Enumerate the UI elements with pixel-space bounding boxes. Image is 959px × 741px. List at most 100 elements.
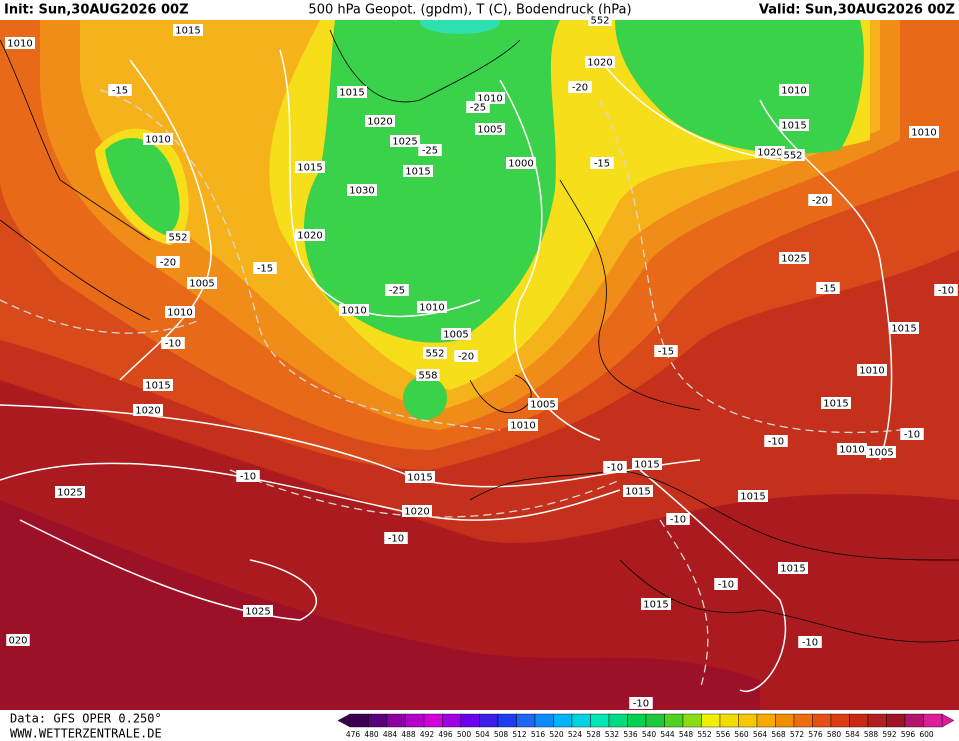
colorbar-tick-label: 560 bbox=[734, 730, 749, 739]
isobar-label-box bbox=[402, 505, 432, 517]
colorbar-swatch bbox=[423, 713, 443, 728]
isobar-label-box bbox=[506, 157, 536, 169]
temperature-label-box bbox=[603, 461, 627, 473]
isobar-label: 020 bbox=[8, 636, 27, 647]
isobar-label-box bbox=[347, 184, 377, 196]
colorbar-swatch bbox=[405, 713, 425, 728]
isobar-label: 1030 bbox=[349, 186, 374, 197]
colorbar-tick-label: 520 bbox=[549, 730, 564, 739]
colorbar-swatch bbox=[775, 713, 795, 728]
colorbar-swatch bbox=[497, 713, 517, 728]
temperature-label: -10 bbox=[388, 534, 404, 545]
data-source: Data: GFS OPER 0.250° bbox=[10, 712, 162, 726]
isobar-label: 1005 bbox=[868, 448, 893, 459]
isobar-label: 1020 bbox=[587, 58, 612, 69]
isobar-label: 1010 bbox=[145, 135, 170, 146]
isobar-label: 552 bbox=[425, 349, 444, 360]
temperature-label-box bbox=[161, 337, 185, 349]
colorbar-tick-label: 512 bbox=[512, 730, 527, 739]
isobar-label: 1015 bbox=[823, 399, 848, 410]
colorbar-swatch bbox=[386, 713, 406, 728]
isobar-label-box bbox=[585, 56, 615, 68]
colorbar-swatch bbox=[867, 713, 887, 728]
colorbar-tick-label: 492 bbox=[420, 730, 435, 739]
isobar-label-box bbox=[821, 397, 851, 409]
colorbar-swatch bbox=[756, 713, 776, 728]
isobar-label: 1015 bbox=[781, 121, 806, 132]
temperature-label-box bbox=[418, 144, 442, 156]
temperature-label-box bbox=[629, 697, 653, 709]
isobar-label-box bbox=[738, 490, 768, 502]
colorbar-swatch bbox=[664, 713, 684, 728]
isobar-label: 1015 bbox=[634, 460, 659, 471]
temperature-label: -20 bbox=[812, 196, 828, 207]
temperature-label-box bbox=[384, 532, 408, 544]
colorbar-swatch bbox=[719, 713, 739, 728]
temperature-label: -10 bbox=[718, 580, 734, 591]
isobar-label-box bbox=[866, 446, 896, 458]
isobar-label: 1010 bbox=[839, 445, 864, 456]
isobar-label-box bbox=[5, 37, 35, 49]
isobar-label: 1010 bbox=[477, 94, 502, 105]
temperature-label: -10 bbox=[607, 463, 623, 474]
isobar-label: 1010 bbox=[419, 303, 444, 314]
isobar-label: 552 bbox=[590, 16, 609, 27]
map-field bbox=[0, 20, 959, 710]
isobar-label-box bbox=[623, 485, 653, 497]
init-time: Init: Sun,30AUG2026 00Z bbox=[4, 3, 189, 18]
isobar-label: 1025 bbox=[57, 488, 82, 499]
colorbar-swatch bbox=[627, 713, 647, 728]
temperature-label-box bbox=[816, 282, 840, 294]
colorbar-swatch bbox=[701, 713, 721, 728]
isobars bbox=[0, 49, 893, 693]
isobar-label: 1010 bbox=[7, 39, 32, 50]
coastlines bbox=[0, 29, 959, 643]
temperature-label: -10 bbox=[938, 286, 954, 297]
isobar-label-box bbox=[295, 161, 325, 173]
isobar-label-box bbox=[909, 126, 939, 138]
colorbar-swatch bbox=[923, 713, 943, 728]
colorbar-swatch bbox=[645, 713, 665, 728]
isobar-label: 1015 bbox=[339, 88, 364, 99]
colorbar-tick-label: 596 bbox=[901, 730, 916, 739]
temperature-label-box bbox=[253, 262, 277, 274]
isobar-label: 1010 bbox=[341, 306, 366, 317]
isobar-label-box bbox=[6, 634, 30, 646]
isobar-label-box bbox=[417, 301, 447, 313]
isobar-label: 1000 bbox=[508, 159, 533, 170]
temperature-label: -25 bbox=[470, 103, 486, 114]
temperature-label-box bbox=[714, 578, 738, 590]
isobar-label-box bbox=[779, 84, 809, 96]
colorbar-swatch bbox=[608, 713, 628, 728]
temperature-label-box bbox=[236, 470, 260, 482]
isobar-label-box bbox=[632, 458, 662, 470]
colorbar-tick-label: 572 bbox=[790, 730, 805, 739]
temperature-label-box bbox=[798, 636, 822, 648]
temperature-label-box bbox=[466, 101, 490, 113]
temperature-label-box bbox=[934, 284, 958, 296]
isobar-label: 1015 bbox=[643, 600, 668, 611]
isobar-label-box bbox=[528, 398, 558, 410]
isobar-label-box bbox=[165, 306, 195, 318]
isobar-label: 1005 bbox=[443, 330, 468, 341]
temperature-label: -15 bbox=[112, 86, 128, 97]
isotherms bbox=[0, 89, 901, 691]
isobar-label-box bbox=[365, 115, 395, 127]
isobar-label: 1020 bbox=[297, 231, 322, 242]
temperature-label: -15 bbox=[257, 264, 273, 275]
temperature-label-box bbox=[590, 157, 614, 169]
isobar-label-box bbox=[889, 322, 919, 334]
temperature-label: -15 bbox=[658, 347, 674, 358]
colorbar-swatch bbox=[553, 713, 573, 728]
colorbar: 476 480 484 488 492 496 500 504 508 512 516 520 524 5… bbox=[337, 713, 955, 739]
isobar-label: 1020 bbox=[367, 117, 392, 128]
temperature-label: -20 bbox=[572, 83, 588, 94]
colorbar-tick-label: 564 bbox=[753, 730, 768, 739]
temperature-label: -20 bbox=[458, 352, 474, 363]
colorbar-tick-label: 500 bbox=[457, 730, 472, 739]
temperature-label: -10 bbox=[240, 472, 256, 483]
isobar-label: 1015 bbox=[297, 163, 322, 174]
colorbar-swatch bbox=[368, 713, 388, 728]
colorbar-swatch bbox=[460, 713, 480, 728]
isobar-label-box bbox=[143, 379, 173, 391]
